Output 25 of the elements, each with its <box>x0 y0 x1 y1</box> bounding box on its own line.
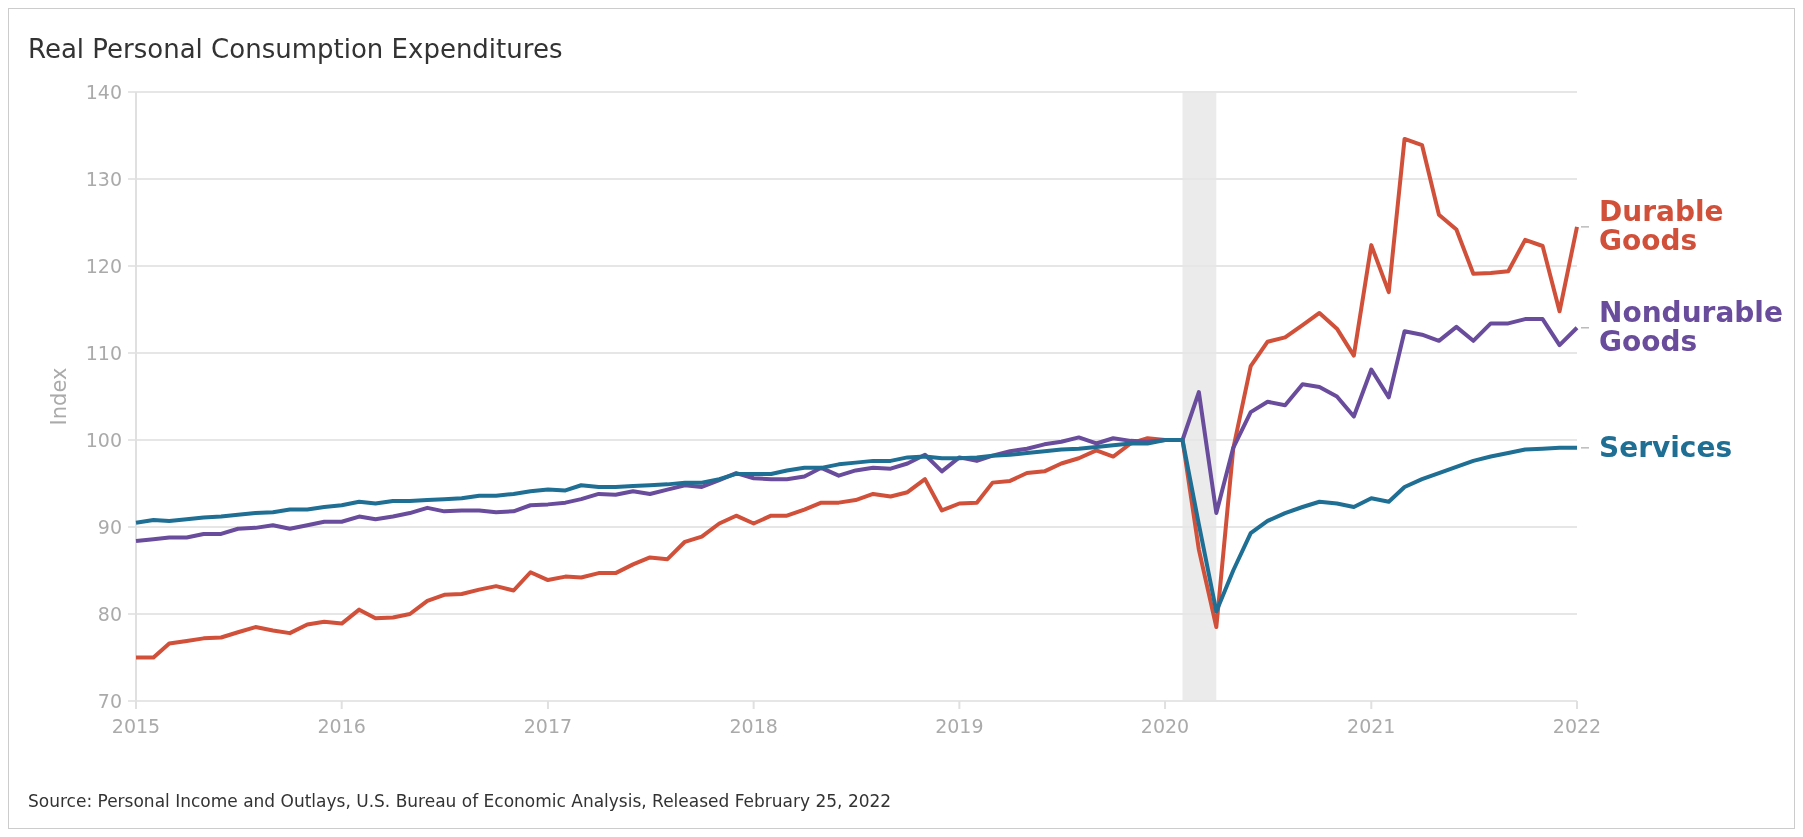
y-tick-label: 120 <box>85 254 122 277</box>
x-tick-label: 2020 <box>1140 715 1190 737</box>
line-series <box>134 438 1579 614</box>
y-tick-label: 140 <box>85 80 122 103</box>
x-tick-label: 2016 <box>317 715 366 737</box>
series-label: Durable Goods <box>1599 195 1724 258</box>
y-tick-label: 130 <box>85 167 122 190</box>
x-tick-label: 2021 <box>1347 715 1396 737</box>
series-label: Nondurable Goods <box>1599 296 1783 359</box>
y-tick-label: 90 <box>97 515 122 538</box>
y-axis-title: Index <box>47 367 71 426</box>
x-tick-label: 2018 <box>729 715 778 737</box>
y-tick-label: 100 <box>85 428 122 451</box>
x-tick-label: 2015 <box>111 715 161 737</box>
y-tick-label: 80 <box>97 602 122 625</box>
source-note: Source: Personal Income and Outlays, U.S. Bureau of Economic Analysis, Released February 25, 2022 <box>28 791 892 811</box>
x-tick-label: 2017 <box>523 715 573 737</box>
y-tick-label: 70 <box>97 689 122 712</box>
line-series <box>134 136 1579 660</box>
chart-title: Real Personal Consumption Expenditures <box>28 34 563 64</box>
y-tick-label: 110 <box>85 341 122 364</box>
series-label: Services <box>1599 430 1733 464</box>
line-series <box>134 317 1579 543</box>
x-tick-label: 2022 <box>1552 715 1602 737</box>
x-tick-label: 2019 <box>935 715 984 737</box>
